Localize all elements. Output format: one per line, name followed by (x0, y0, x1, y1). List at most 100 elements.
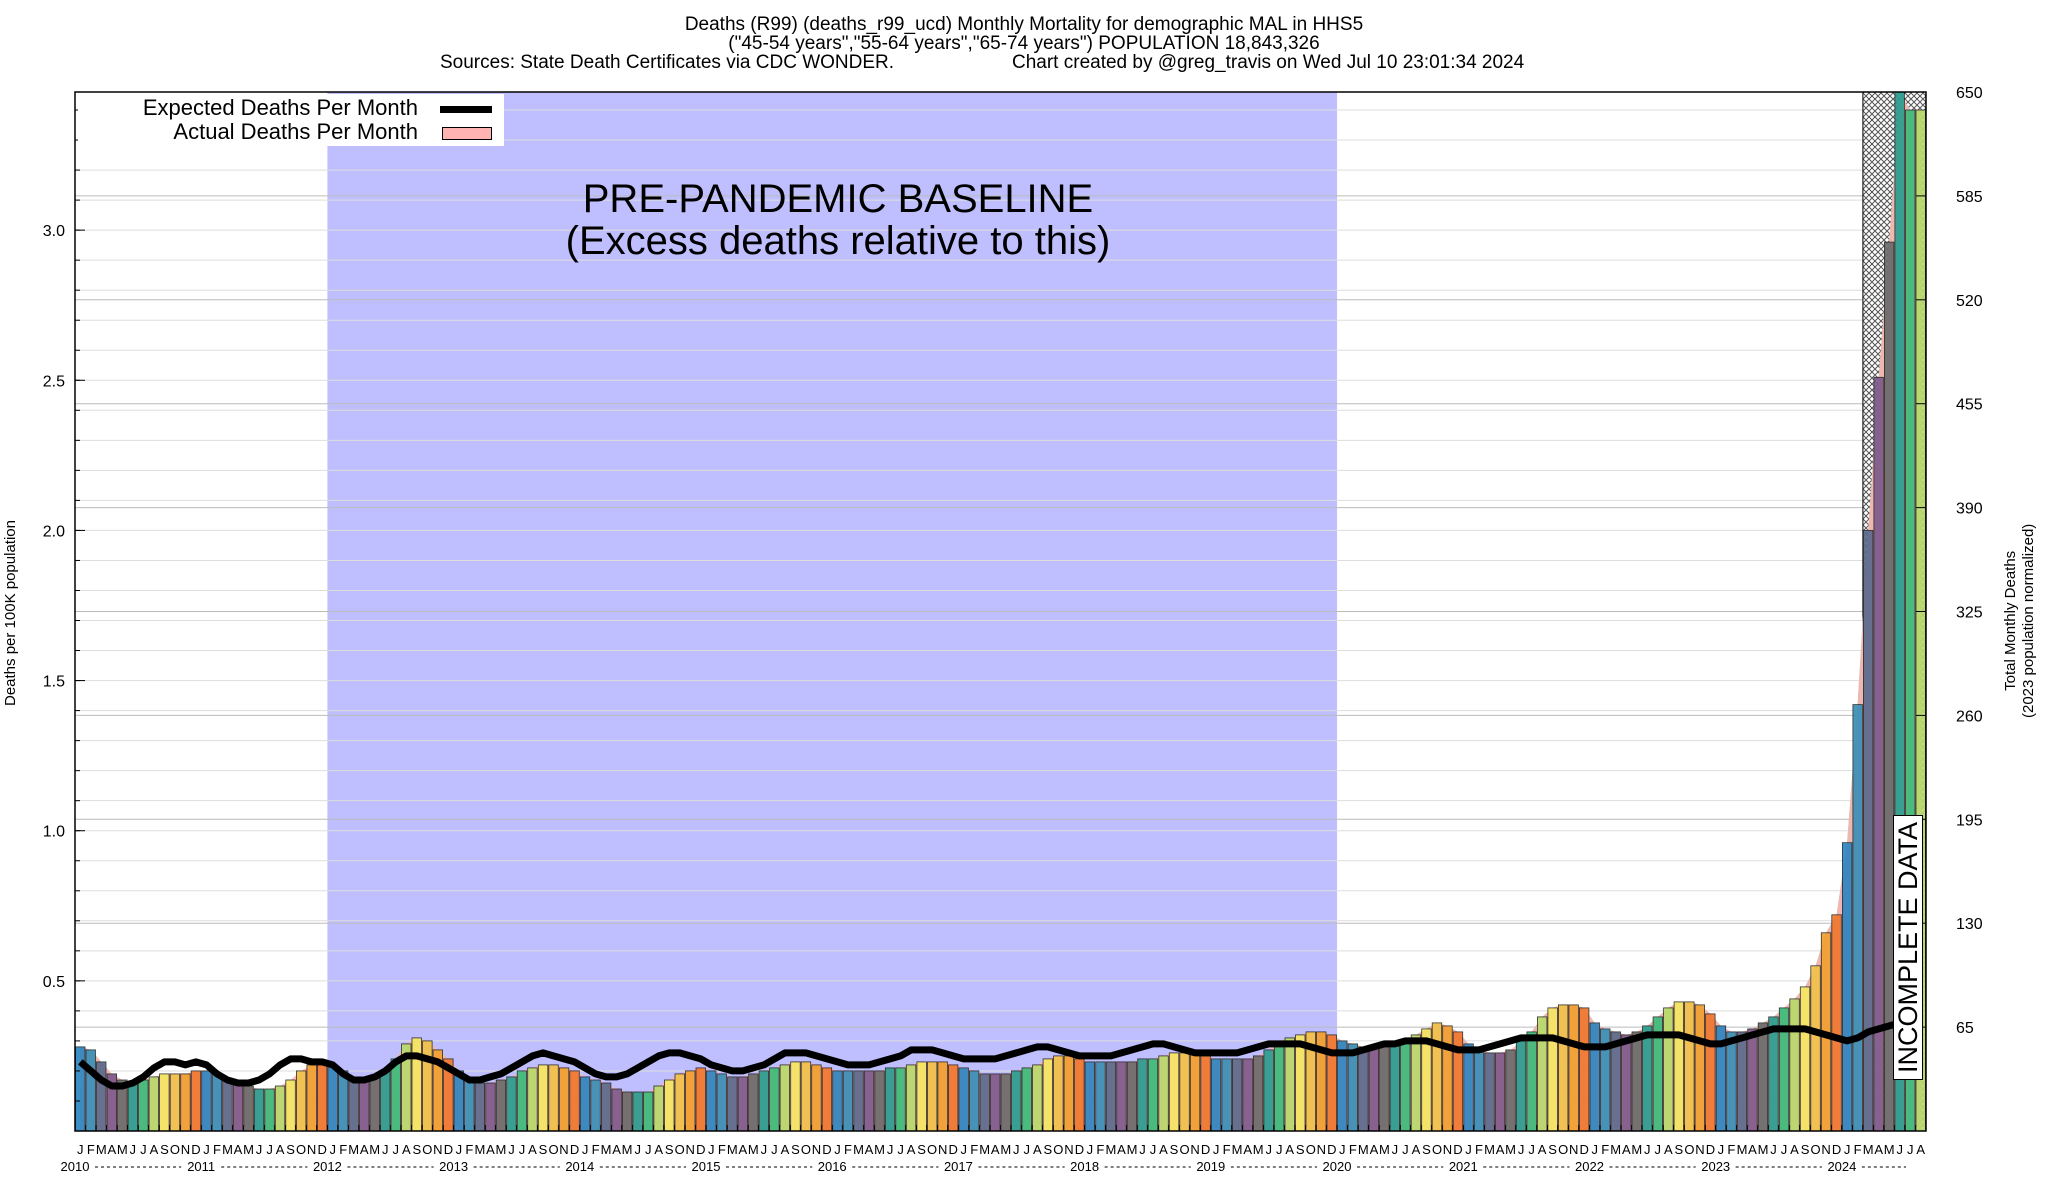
x-month-label: N (307, 1142, 316, 1157)
x-month-label: M (1610, 1142, 1621, 1157)
x-month-label: A (1916, 1142, 1925, 1157)
x-month-label: S (1170, 1142, 1179, 1157)
x-month-label: A (486, 1142, 495, 1157)
x-month-label: A (402, 1142, 411, 1157)
x-month-label: J (1276, 1142, 1283, 1157)
x-month-label: M (222, 1142, 233, 1157)
x-month-label: M (727, 1142, 738, 1157)
x-month-label: O (1558, 1142, 1568, 1157)
x-year-label: 2017 (944, 1159, 973, 1174)
x-month-label: S (1296, 1142, 1305, 1157)
incomplete-data-label: INCOMPLETE DATA (1893, 814, 1923, 1080)
x-month-label: M (622, 1142, 633, 1157)
x-month-label: N (1569, 1142, 1578, 1157)
x-month-label: M (1758, 1142, 1769, 1157)
bar (359, 1079, 370, 1132)
x-month-label: O (801, 1142, 811, 1157)
y-tick-label: 2.0 (43, 523, 65, 540)
legend-actual-swatch (442, 127, 492, 140)
x-month-label: J (1150, 1142, 1157, 1157)
bar (127, 1082, 139, 1132)
bar (1431, 1022, 1443, 1132)
bar (811, 1064, 822, 1132)
bar (180, 1073, 191, 1132)
x-month-label: F (1601, 1142, 1609, 1157)
x-month-label: M (979, 1142, 990, 1157)
x-month-label: O (1684, 1142, 1694, 1157)
bar (138, 1079, 149, 1132)
bar (1768, 1016, 1779, 1132)
x-month-label: D (318, 1142, 327, 1157)
bar (1463, 1043, 1474, 1132)
bar (306, 1064, 317, 1132)
x-month-label: A (150, 1142, 159, 1157)
x-month-label: J (329, 1142, 336, 1157)
bar (1642, 1025, 1653, 1132)
x-month-label: J (1907, 1142, 1914, 1157)
x-month-label: F (592, 1142, 600, 1157)
bar (1126, 1061, 1138, 1132)
x-month-label: J (960, 1142, 967, 1157)
x-month-label: O (1053, 1142, 1063, 1157)
bar (685, 1070, 696, 1132)
x-month-label: O (422, 1142, 432, 1157)
bar (790, 1061, 801, 1132)
bar (653, 1085, 664, 1132)
bar (674, 1073, 685, 1132)
bar (874, 1070, 885, 1132)
x-year-label: 2015 (692, 1159, 721, 1174)
x-month-label: M (96, 1142, 107, 1157)
bar (1210, 1058, 1222, 1132)
bar (632, 1091, 643, 1132)
x-month-label: O (675, 1142, 685, 1157)
x-month-label: S (1548, 1142, 1557, 1157)
y2-tick-label: 65 (1956, 1020, 1974, 1037)
x-month-label: A (1159, 1142, 1168, 1157)
x-month-label: N (559, 1142, 568, 1157)
bar (264, 1088, 275, 1132)
bar (274, 1085, 286, 1132)
x-month-label: A (1790, 1142, 1799, 1157)
bar (411, 1037, 422, 1132)
bar (453, 1070, 465, 1132)
x-month-label: J (456, 1142, 463, 1157)
x-month-label: M (1379, 1142, 1390, 1157)
bar (1232, 1058, 1243, 1132)
x-month-label: M (853, 1142, 864, 1157)
bar (1852, 704, 1863, 1132)
bar (1042, 1058, 1053, 1132)
y-axis-label-left: Deaths per 100K population (2, 520, 19, 706)
bar (958, 1067, 969, 1132)
x-month-label: J (634, 1142, 641, 1157)
x-month-label: M (1253, 1142, 1264, 1157)
x-month-label: M (243, 1142, 254, 1157)
bar (85, 1049, 96, 1132)
y-axis-label-right-line2: (2023 population normalized) (2020, 523, 2037, 718)
baseline-annotation-line2: (Excess deaths relative to this) (565, 219, 1111, 263)
x-month-label: S (791, 1142, 800, 1157)
bar (348, 1076, 359, 1132)
x-month-label: J (1896, 1142, 1903, 1157)
x-month-label: D (570, 1142, 579, 1157)
bar (537, 1064, 549, 1132)
x-month-label: S (665, 1142, 674, 1157)
x-month-label: J (1139, 1142, 1146, 1157)
bar (748, 1073, 759, 1132)
bar (1358, 1046, 1369, 1132)
x-month-label: J (1591, 1142, 1598, 1157)
bar (548, 1064, 559, 1132)
x-month-label: A (738, 1142, 747, 1157)
bar (96, 1061, 107, 1132)
x-month-label: M (1127, 1142, 1138, 1157)
x-month-label: M (1737, 1142, 1748, 1157)
bar (1673, 1001, 1684, 1132)
x-month-label: A (360, 1142, 369, 1157)
bar (622, 1091, 633, 1132)
bar (706, 1070, 717, 1132)
x-month-label: J (1518, 1142, 1525, 1157)
bar (832, 1070, 843, 1132)
bar (1505, 1049, 1516, 1132)
x-month-label: A (1117, 1142, 1126, 1157)
bar (579, 1076, 591, 1132)
baseline-annotation: PRE-PANDEMIC BASELINE (Excess deaths rel… (328, 178, 1348, 262)
